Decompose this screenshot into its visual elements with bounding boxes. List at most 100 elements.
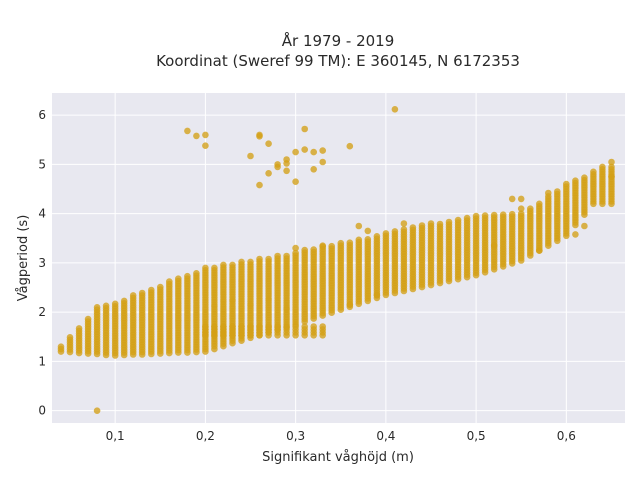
- x-tick-label: 0,6: [557, 429, 576, 443]
- data-point: [418, 222, 426, 229]
- data-point: [202, 264, 209, 272]
- y-tick-label: 2: [38, 305, 46, 319]
- data-point: [75, 325, 83, 332]
- data-point: [238, 323, 245, 330]
- data-point: [256, 133, 263, 140]
- data-point: [292, 323, 299, 330]
- data-point: [599, 163, 606, 171]
- data-point: [57, 343, 65, 351]
- data-point: [608, 163, 615, 171]
- data-point: [211, 323, 218, 330]
- y-tick-label: 0: [38, 404, 46, 418]
- y-tick-label: 5: [38, 157, 46, 171]
- data-point: [328, 242, 336, 250]
- x-tick-label: 0,4: [376, 429, 395, 443]
- data-point: [247, 323, 254, 330]
- data-point: [572, 177, 579, 184]
- data-point: [229, 323, 236, 330]
- y-tick-label: 3: [38, 256, 46, 270]
- data-point: [220, 323, 227, 330]
- data-point: [129, 292, 137, 299]
- data-point: [292, 178, 299, 185]
- data-point: [319, 323, 327, 330]
- data-point: [93, 304, 101, 311]
- data-point: [157, 283, 164, 291]
- data-point: [382, 230, 390, 237]
- data-point: [590, 168, 597, 176]
- data-point: [301, 323, 309, 330]
- data-point: [508, 195, 516, 203]
- data-point: [193, 270, 200, 277]
- data-point: [572, 231, 579, 238]
- data-point: [184, 272, 191, 280]
- data-point: [400, 226, 408, 233]
- x-tick-labels: 0,1 0,2 0,3 0,4 0,5 0,6: [106, 429, 576, 443]
- data-point: [373, 291, 381, 299]
- data-point: [292, 244, 299, 252]
- data-point: [274, 161, 281, 168]
- data-point: [536, 247, 543, 254]
- data-point: [265, 170, 272, 177]
- data-point: [499, 211, 507, 218]
- x-axis-label: Signifikant våghöjd (m): [262, 450, 414, 465]
- data-point: [355, 236, 363, 244]
- data-point: [202, 323, 209, 330]
- data-point: [608, 173, 615, 180]
- data-point: [283, 160, 290, 167]
- data-point: [220, 261, 227, 269]
- data-point: [581, 222, 588, 230]
- data-point: [238, 258, 245, 266]
- data-points: [57, 106, 615, 415]
- data-point: [364, 236, 372, 243]
- data-point: [301, 146, 309, 153]
- data-point: [454, 216, 462, 224]
- x-tick-label: 0,5: [467, 429, 486, 443]
- data-point: [310, 166, 318, 173]
- data-point: [256, 323, 263, 330]
- data-point: [301, 125, 309, 133]
- data-point: [84, 315, 92, 323]
- chart-title-line1: År 1979 - 2019: [282, 31, 395, 50]
- data-point: [292, 148, 299, 156]
- data-point: [111, 300, 119, 308]
- y-tick-label: 6: [38, 108, 46, 122]
- data-point: [517, 205, 525, 212]
- data-point: [481, 212, 489, 219]
- x-tick-label: 0,2: [196, 429, 215, 443]
- data-point: [310, 246, 318, 253]
- data-point: [545, 189, 552, 197]
- data-point: [184, 127, 191, 135]
- data-point: [472, 212, 480, 220]
- y-axis-label: Vågperiod (s): [16, 215, 31, 302]
- data-point: [536, 200, 543, 208]
- y-tick-label: 4: [38, 207, 46, 221]
- x-tick-label: 0,3: [286, 429, 305, 443]
- data-point: [517, 210, 525, 217]
- data-point: [364, 227, 372, 235]
- data-point: [319, 158, 327, 166]
- data-point: [355, 222, 363, 230]
- data-point: [202, 142, 209, 149]
- data-point: [310, 323, 318, 330]
- data-point: [247, 258, 254, 266]
- data-point: [265, 323, 272, 330]
- data-point: [301, 246, 309, 254]
- y-tick-labels: 0 1 2 3 4 5 6: [38, 108, 46, 418]
- data-point: [292, 249, 299, 257]
- data-point: [490, 211, 498, 219]
- data-point: [229, 261, 236, 269]
- data-point: [211, 264, 218, 272]
- data-point: [193, 132, 200, 140]
- data-point: [436, 220, 444, 228]
- chart-title-line2: Koordinat (Sweref 99 TM): E 360145, N 61…: [156, 52, 520, 70]
- data-point: [256, 181, 263, 189]
- data-point: [581, 174, 588, 181]
- data-point: [274, 323, 281, 330]
- data-point: [463, 214, 471, 222]
- data-point: [102, 302, 110, 310]
- y-tick-label: 1: [38, 354, 46, 368]
- data-point: [166, 278, 173, 285]
- data-point: [563, 180, 570, 188]
- data-point: [608, 158, 615, 166]
